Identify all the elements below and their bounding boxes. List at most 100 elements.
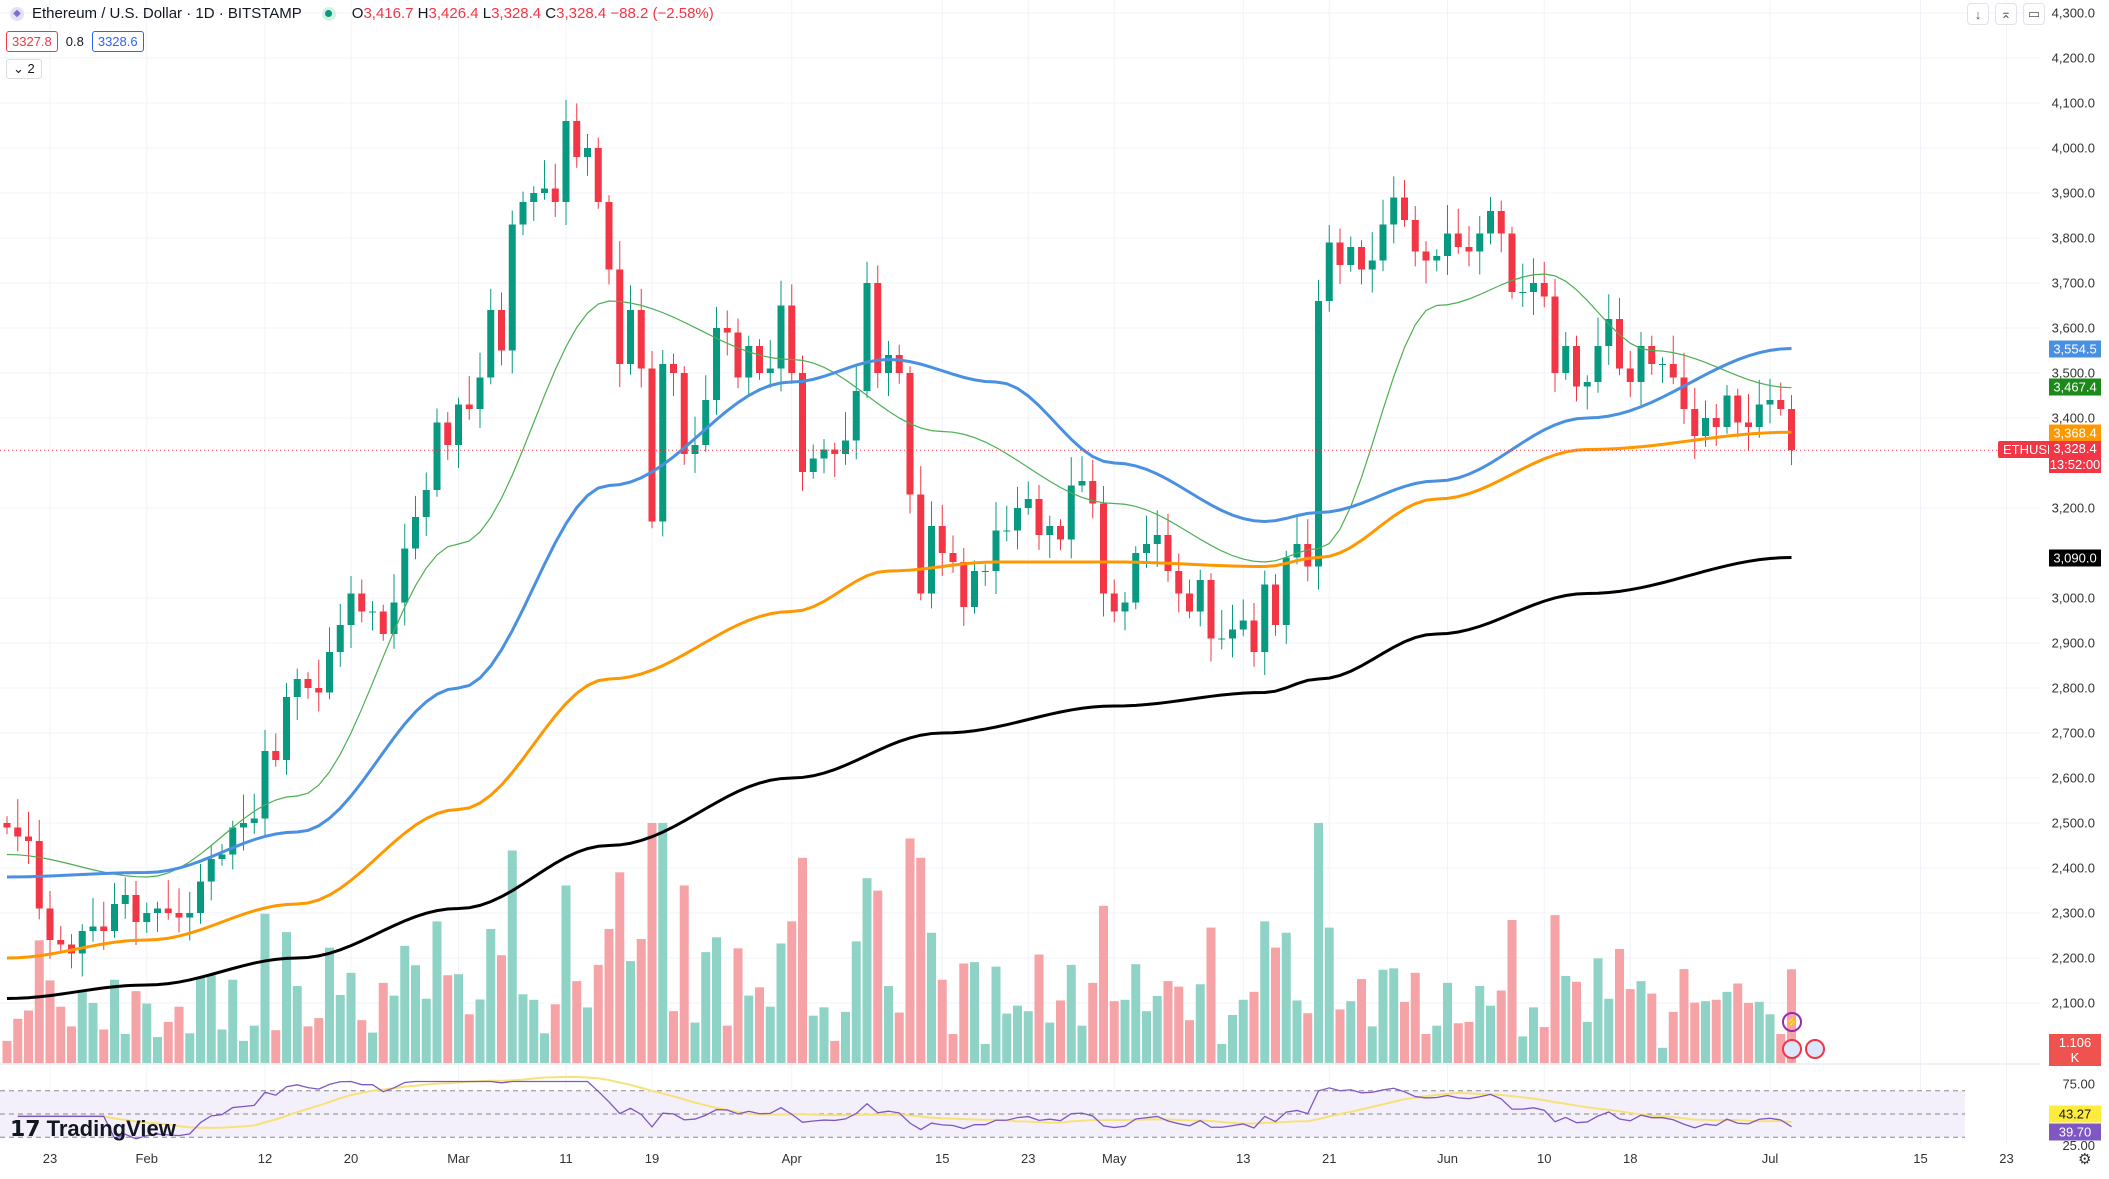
- volume-bar: [1271, 947, 1280, 1063]
- candle-body: [1153, 535, 1161, 544]
- volume-bar: [400, 945, 410, 1063]
- candle-body: [670, 364, 677, 373]
- candle-body: [1723, 395, 1731, 427]
- volume-bar: [1550, 915, 1560, 1063]
- sell-price-button[interactable]: 3327.8: [6, 31, 58, 52]
- volume-bar: [292, 985, 302, 1063]
- price-axis-label: 3,800.0: [2051, 230, 2095, 246]
- volume-bar: [34, 940, 44, 1063]
- candle-body: [960, 562, 968, 607]
- volume-bar: [744, 995, 754, 1063]
- time-axis-label: Mar: [447, 1151, 470, 1166]
- volume-bar: [454, 974, 463, 1063]
- candle-body: [745, 346, 753, 378]
- volume-bar: [378, 982, 388, 1063]
- candle-body: [831, 449, 839, 454]
- candle-body: [412, 517, 419, 549]
- candle-body: [1239, 620, 1247, 630]
- volume-bar: [389, 995, 399, 1063]
- volume-bar: [1163, 981, 1173, 1063]
- time-axis-label: 12: [257, 1151, 273, 1166]
- candle-body: [229, 827, 237, 855]
- volume-bar: [1572, 981, 1581, 1063]
- symbol-title[interactable]: Ethereum / U.S. Dollar · 1D · BITSTAMP: [32, 5, 302, 22]
- candle-body: [1530, 283, 1537, 292]
- volume-bar: [1088, 982, 1098, 1063]
- volume-bar: [314, 1018, 324, 1063]
- fullscreen-icon[interactable]: ▭: [2023, 3, 2045, 25]
- price-axis-label: 4,000.0: [2051, 140, 2095, 156]
- candle-body: [605, 202, 613, 270]
- candle-body: [1186, 593, 1193, 612]
- price-axis-label: 3,200.0: [2051, 500, 2095, 516]
- candle-body: [1024, 499, 1032, 508]
- candle-body: [1626, 368, 1634, 382]
- candle-body: [734, 332, 742, 378]
- candle-body: [573, 121, 581, 157]
- volume-bar: [540, 1033, 549, 1063]
- candle-body: [1218, 638, 1226, 640]
- volume-bar: [196, 976, 205, 1063]
- volume-bar: [1217, 1044, 1227, 1063]
- volume-bar: [604, 928, 614, 1063]
- price-axis-label: 4,200.0: [2051, 50, 2095, 66]
- candle-body: [1562, 346, 1570, 373]
- candle-body: [820, 449, 828, 459]
- candle-body: [1444, 233, 1451, 256]
- time-axis-label: 23: [1999, 1151, 2014, 1166]
- volume-bar: [1206, 927, 1216, 1063]
- ma100-price-tag: 3,368.4: [2049, 424, 2101, 442]
- candle-body: [272, 751, 280, 760]
- time-axis-label: May: [1101, 1151, 1127, 1166]
- volume-bar: [1711, 999, 1721, 1063]
- time-axis-label: Feb: [135, 1151, 158, 1166]
- price-axis-label: 2,500.0: [2051, 815, 2095, 831]
- volume-bar: [1701, 1001, 1710, 1063]
- volume-bar: [45, 980, 55, 1063]
- volume-bar: [937, 979, 947, 1063]
- download-icon[interactable]: ↓: [1967, 3, 1989, 25]
- candle-body: [1003, 530, 1011, 532]
- candle-body: [863, 283, 871, 391]
- ma-line-ma50: [6, 346, 1792, 879]
- candle-body: [1315, 301, 1322, 567]
- us-flag-event-icon[interactable]: [1782, 1039, 1802, 1059]
- settings-icon[interactable]: ⚙: [2078, 1151, 2092, 1168]
- candle-body: [186, 913, 194, 918]
- volume-bar: [1754, 1001, 1764, 1063]
- indicators-collapse-button[interactable]: ⌄ 2: [6, 59, 42, 79]
- volume-bar: [561, 885, 571, 1063]
- volume-bar: [1099, 905, 1108, 1063]
- candle-body: [25, 836, 32, 841]
- volume-bar: [153, 1037, 162, 1063]
- tradingview-logo[interactable]: 𝟭𝟳 TradingView: [10, 1116, 176, 1141]
- candle-body: [1573, 346, 1580, 387]
- candle-body: [326, 652, 333, 693]
- event-lightning-icon[interactable]: ⚡: [1782, 1012, 1802, 1032]
- candle-body: [293, 679, 301, 697]
- volume-bar: [1615, 949, 1624, 1063]
- volume-bar: [1346, 1001, 1356, 1063]
- volume-bar: [2, 1040, 12, 1063]
- candle-body: [197, 881, 204, 913]
- candle-body: [723, 328, 731, 333]
- volume-bar: [1421, 1033, 1431, 1063]
- candle-body: [1616, 319, 1623, 369]
- volume-bar: [1023, 1011, 1033, 1063]
- candle-body: [584, 148, 591, 157]
- volume-bar: [712, 937, 721, 1063]
- rsi-axis-75: 75.00: [2062, 1076, 2095, 1092]
- volume-bar: [411, 965, 420, 1063]
- buy-price-button[interactable]: 3328.6: [91, 31, 144, 52]
- collapse-icon[interactable]: ⌅: [1995, 3, 2017, 25]
- ma20-price-tag: 3,467.4: [2049, 378, 2101, 396]
- us-flag-event-icon[interactable]: [1805, 1039, 1825, 1059]
- candle-body: [1605, 319, 1613, 346]
- candle-body: [541, 188, 548, 193]
- volume-bar: [1496, 990, 1506, 1063]
- tradingview-logo-icon: 𝟭𝟳: [10, 1116, 41, 1141]
- symbol-legend: ◆ Ethereum / U.S. Dollar · 1D · BITSTAMP…: [10, 5, 714, 22]
- candle-body: [852, 391, 860, 441]
- candle-body: [422, 490, 430, 517]
